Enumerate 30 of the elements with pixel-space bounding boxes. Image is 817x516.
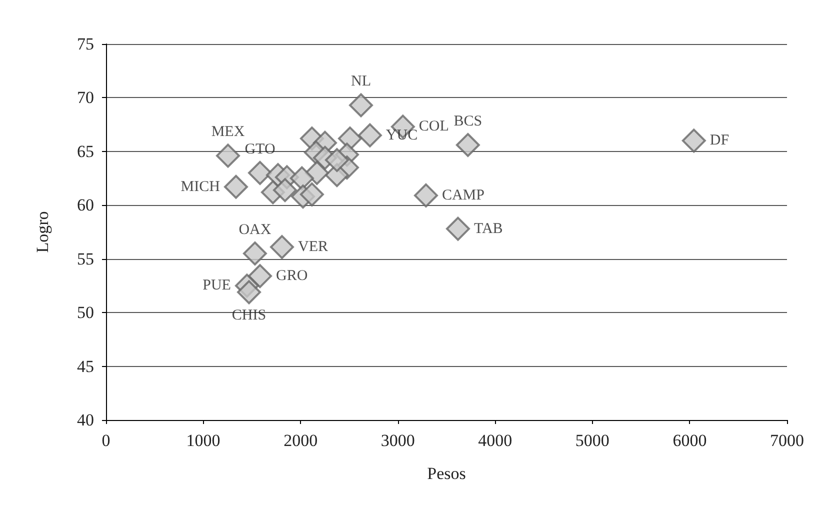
annotation: TAB <box>474 220 503 237</box>
annotation: MICH <box>180 178 220 195</box>
y-tick-label: 75 <box>77 34 94 54</box>
y-tick-label: 60 <box>77 196 94 215</box>
x-tick-label: 7000 <box>770 431 804 450</box>
x-tick-label: 1000 <box>186 431 220 450</box>
y-tick-label: 65 <box>77 142 94 161</box>
annotation: PUE <box>202 278 231 294</box>
y-tick-label: 40 <box>77 410 94 430</box>
x-tick-label: 0 <box>102 431 110 450</box>
y-tick-label: 50 <box>77 303 94 322</box>
annotation: OAX <box>238 222 272 238</box>
annotation: DF <box>710 132 730 149</box>
x-tick-label: 4000 <box>478 431 512 450</box>
x-axis-title: Pesos <box>427 464 466 483</box>
annotation: BCS <box>454 113 482 130</box>
annotation: CAMP <box>442 187 485 204</box>
y-axis-title: Logro <box>33 211 52 253</box>
x-tick-label: 5000 <box>575 431 610 450</box>
x-tick-label: 3000 <box>380 431 415 450</box>
annotation: COL <box>418 118 449 135</box>
annotation: GRO <box>276 268 308 284</box>
y-tick-label: 55 <box>77 249 94 268</box>
y-tick-label: 45 <box>77 356 94 376</box>
x-tick-label: 2000 <box>284 431 318 450</box>
x-tick-label: 6000 <box>672 431 707 450</box>
annotation: NL <box>350 74 371 90</box>
annotation: MEX <box>211 124 245 140</box>
y-tick-label: 70 <box>77 88 94 108</box>
annotation: VER <box>298 239 328 256</box>
